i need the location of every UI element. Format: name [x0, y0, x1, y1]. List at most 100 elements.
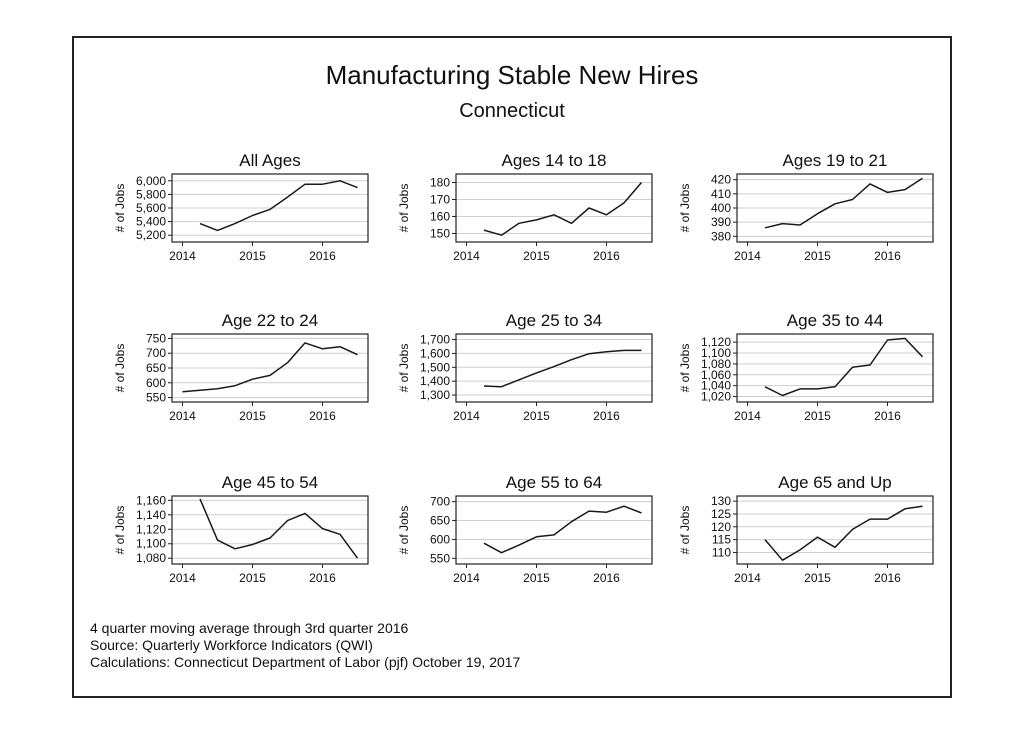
- x-tick-label: 2015: [523, 249, 550, 263]
- y-tick-label: 750: [146, 331, 166, 345]
- y-tick-label: 160: [430, 210, 450, 224]
- x-tick-label: 2014: [169, 249, 196, 263]
- y-tick-label: 1,100: [701, 346, 731, 360]
- chart-title: Age 22 to 24: [222, 311, 318, 330]
- y-axis-label: # of Jobs: [113, 184, 127, 233]
- y-axis-label: # of Jobs: [397, 344, 411, 393]
- footnote-moving-average: 4 quarter moving average through 3rd qua…: [90, 620, 409, 636]
- y-axis-label: # of Jobs: [678, 184, 692, 233]
- x-tick-label: 2014: [169, 571, 196, 585]
- y-tick-label: 550: [146, 391, 166, 405]
- y-tick-label: 5,400: [136, 215, 166, 229]
- y-tick-label: 6,000: [136, 174, 166, 188]
- plot-frame: [455, 173, 653, 243]
- x-tick-label: 2016: [593, 571, 620, 585]
- x-tick-label: 2015: [239, 249, 266, 263]
- x-tick-label: 2014: [169, 409, 196, 423]
- y-tick-label: 5,800: [136, 187, 166, 201]
- chart-title: Ages 14 to 18: [502, 151, 607, 170]
- y-tick-label: 1,400: [420, 374, 450, 388]
- x-tick-label: 2015: [239, 571, 266, 585]
- footnote-source: Source: Quarterly Workforce Indicators (…: [90, 637, 373, 653]
- y-tick-label: 1,700: [420, 333, 450, 347]
- chart-title: Age 25 to 34: [506, 311, 602, 330]
- y-tick-label: 650: [430, 514, 450, 528]
- y-tick-label: 180: [430, 176, 450, 190]
- x-tick-label: 2015: [804, 249, 831, 263]
- y-axis-label: # of Jobs: [678, 506, 692, 555]
- page-title: Manufacturing Stable New Hires: [325, 60, 699, 90]
- x-tick-label: 2016: [309, 571, 336, 585]
- y-tick-label: 1,080: [136, 551, 166, 565]
- series-line: [764, 177, 923, 229]
- y-tick-label: 1,100: [136, 537, 166, 551]
- y-tick-label: 130: [711, 494, 731, 508]
- chart-panel-7: Age 55 to 64 550 600 650 700 2014 2015 2016 # of…: [397, 473, 653, 585]
- y-tick-label: 600: [146, 376, 166, 390]
- y-tick-label: 1,160: [136, 493, 166, 507]
- y-axis-label: # of Jobs: [113, 344, 127, 393]
- x-tick-label: 2015: [523, 571, 550, 585]
- series-line: [764, 337, 924, 397]
- x-tick-label: 2014: [734, 409, 761, 423]
- chart-panel-1: Ages 14 to 18 150 160 170 180 2014 2015 2016 # o…: [397, 151, 653, 263]
- page-subtitle: Connecticut: [459, 100, 565, 122]
- y-tick-label: 600: [430, 532, 450, 546]
- plot-frame: [455, 495, 653, 565]
- x-tick-label: 2015: [804, 571, 831, 585]
- x-tick-label: 2014: [734, 249, 761, 263]
- y-axis-label: # of Jobs: [397, 184, 411, 233]
- chart-panel-5: Age 35 to 44 1,0201,0401,0601,0801,1001,1…: [678, 311, 934, 423]
- chart-title: Age 45 to 54: [222, 473, 318, 492]
- y-tick-label: 5,200: [136, 228, 166, 242]
- y-tick-label: 115: [712, 533, 731, 547]
- y-tick-label: 700: [430, 495, 450, 509]
- y-tick-label: 1,120: [701, 335, 731, 349]
- chart-title: Age 65 and Up: [778, 473, 891, 492]
- series-line: [199, 498, 359, 559]
- y-tick-label: 1,120: [136, 522, 166, 536]
- x-tick-label: 2016: [309, 409, 336, 423]
- x-tick-label: 2014: [453, 249, 480, 263]
- figure-frame: Manufacturing Stable New Hires Connectic…: [72, 36, 952, 698]
- y-tick-label: 700: [146, 346, 166, 360]
- y-tick-label: 1,020: [701, 390, 731, 404]
- x-tick-label: 2016: [593, 409, 620, 423]
- series-line: [764, 505, 923, 561]
- x-tick-label: 2016: [874, 409, 901, 423]
- footnotes: 4 quarter moving average through 3rd qua…: [90, 620, 520, 671]
- plot-frame: [736, 495, 934, 565]
- x-tick-label: 2014: [453, 409, 480, 423]
- x-tick-label: 2015: [239, 409, 266, 423]
- plot-frame: [736, 333, 934, 403]
- x-tick-label: 2014: [453, 571, 480, 585]
- y-tick-label: 650: [146, 361, 166, 375]
- plot-frame: [171, 495, 369, 565]
- series-line: [182, 342, 358, 393]
- y-tick-label: 110: [712, 545, 731, 559]
- y-tick-label: 120: [711, 520, 731, 534]
- y-tick-label: 1,040: [701, 379, 731, 393]
- y-tick-label: 380: [711, 229, 731, 243]
- y-tick-label: 400: [711, 201, 731, 215]
- chart-title: Age 55 to 64: [506, 473, 602, 492]
- x-tick-label: 2014: [734, 571, 761, 585]
- plot-frame: [455, 333, 653, 403]
- x-tick-label: 2015: [523, 409, 550, 423]
- y-tick-label: 420: [711, 173, 731, 187]
- series-line: [483, 182, 643, 236]
- series-line: [199, 180, 358, 232]
- x-tick-label: 2015: [804, 409, 831, 423]
- chart-title: Age 35 to 44: [787, 311, 883, 330]
- chart-title: All Ages: [239, 151, 300, 170]
- y-tick-label: 1,080: [701, 357, 731, 371]
- x-tick-label: 2016: [309, 249, 336, 263]
- x-tick-label: 2016: [593, 249, 620, 263]
